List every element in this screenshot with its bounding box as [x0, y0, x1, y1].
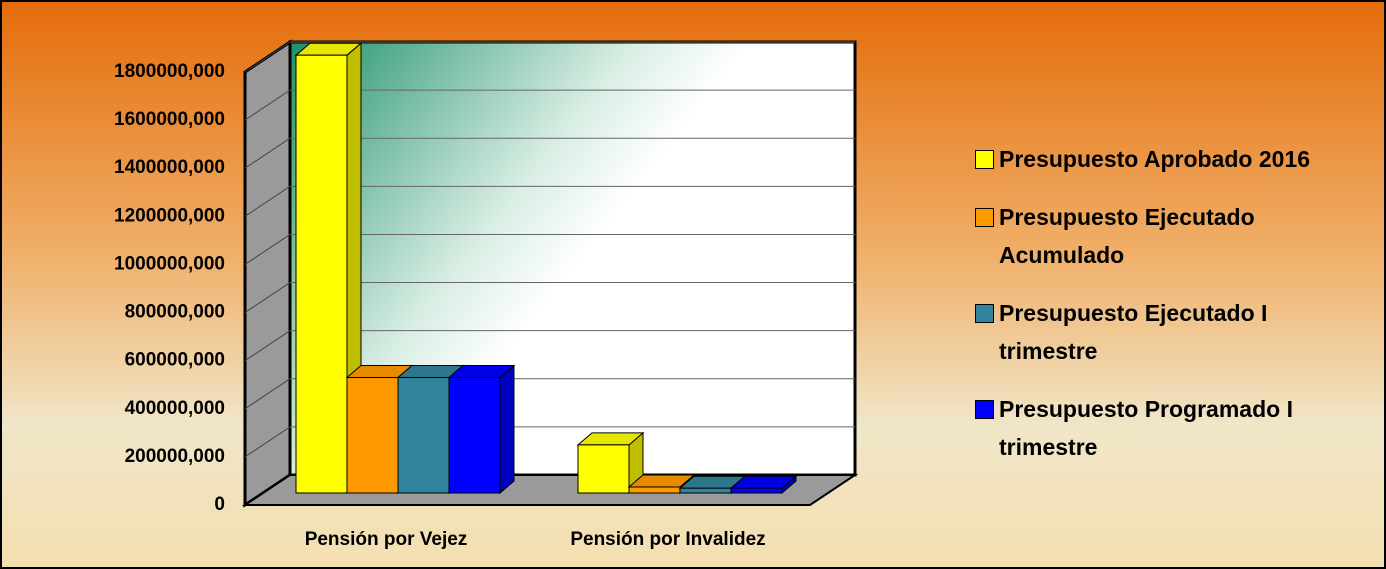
y-tick-label: 400000,000	[125, 398, 225, 419]
side-wall	[243, 39, 292, 508]
grid-line	[244, 282, 291, 313]
grid-line	[244, 378, 291, 410]
legend-label: Presupuesto Aprobado 2016	[999, 146, 1311, 172]
grid-line	[244, 426, 291, 458]
bar	[577, 444, 630, 494]
grid-line	[244, 185, 291, 217]
y-tick-label: 1600000,000	[114, 109, 225, 130]
bar	[628, 486, 681, 494]
grid-line	[244, 89, 291, 121]
legend-swatch	[975, 150, 994, 169]
legend-item: Presupuesto Programado I trimestre	[975, 390, 1335, 466]
grid-line	[244, 137, 291, 169]
legend-item: Presupuesto Ejecutado Acumulado	[975, 198, 1335, 274]
legend-swatch	[975, 208, 994, 227]
y-tick-label: 1800000,000	[114, 61, 225, 82]
grid-line	[244, 41, 291, 73]
bar	[295, 54, 348, 494]
y-tick-label: 1200000,000	[114, 205, 225, 226]
bar	[346, 377, 399, 494]
y-tick-label: 0	[214, 494, 225, 515]
legend-item: Presupuesto Ejecutado I trimestre	[975, 294, 1335, 370]
bar	[679, 487, 732, 494]
x-tick-label: Pensión por Vejez	[305, 529, 468, 550]
x-tick-label: Pensión por Invalidez	[570, 529, 765, 550]
legend-item: Presupuesto Aprobado 2016	[975, 140, 1335, 178]
bar	[397, 377, 450, 494]
legend-label: Presupuesto Programado I trimestre	[999, 396, 1293, 460]
legend-label: Presupuesto Ejecutado Acumulado	[999, 204, 1255, 268]
grid-line	[244, 330, 291, 362]
y-tick-label: 600000,000	[125, 350, 225, 371]
y-tick-label: 1400000,000	[114, 157, 225, 178]
y-tick-label: 1000000,000	[114, 253, 225, 274]
y-tick-label: 200000,000	[125, 446, 225, 467]
bar	[448, 377, 501, 494]
legend-label: Presupuesto Ejecutado I trimestre	[999, 300, 1268, 364]
y-tick-label: 800000,000	[125, 302, 225, 323]
legend-swatch	[975, 400, 994, 419]
grid-line	[244, 234, 291, 265]
legend-swatch	[975, 304, 994, 323]
bar-side	[499, 364, 515, 495]
bar	[730, 487, 783, 494]
legend: Presupuesto Aprobado 2016 Presupuesto Eje…	[975, 140, 1335, 486]
